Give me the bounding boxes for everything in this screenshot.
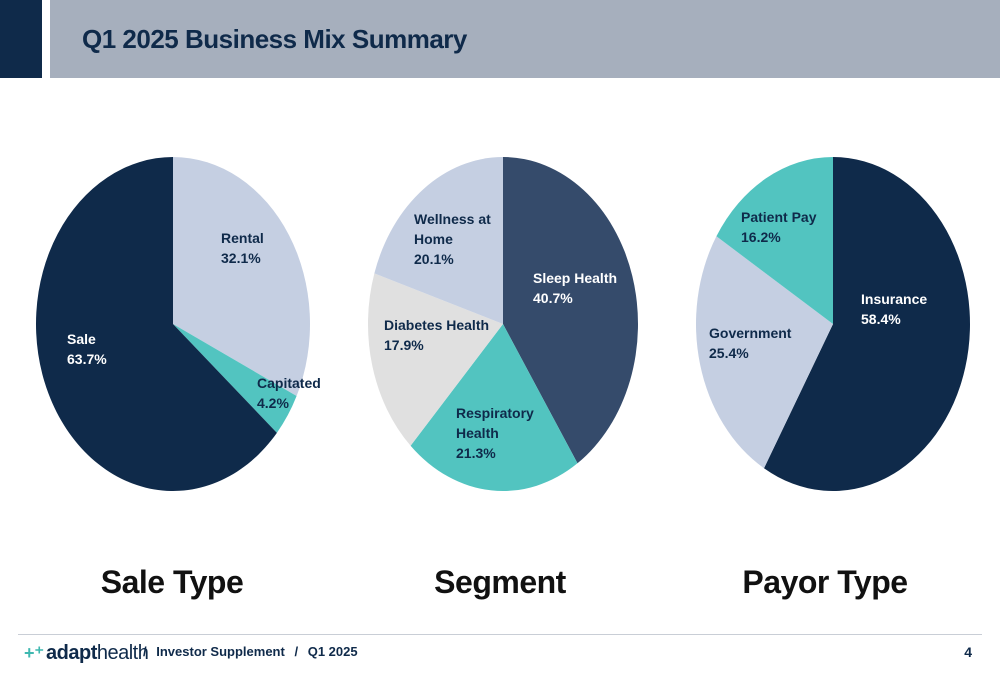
slice-label-rental: Rental 32.1%	[221, 230, 264, 266]
pie-slice-diabetes-health	[368, 273, 503, 446]
breadcrumb-separator: /	[294, 644, 299, 659]
pie-slice-respiratory-health	[410, 324, 578, 491]
slice-label-capitated: Capitated 4.2%	[257, 375, 321, 411]
company-logo: +⁺ adapt health	[24, 641, 149, 665]
slice-label-diabetes-health: Diabetes Health 17.9%	[384, 317, 489, 353]
chart-title-segment: Segment	[434, 564, 566, 600]
breadcrumb-item: Q1 2025	[307, 644, 358, 659]
page-number: 4	[964, 644, 972, 660]
pie-slice-government	[696, 236, 833, 469]
pie-slice-sale	[36, 157, 277, 492]
slice-label-sleep-health: Sleep Health 40.7%	[533, 270, 617, 306]
pie-chart-segment: Sleep Health 40.7% Respiratory Health 21.3% D…	[368, 157, 638, 491]
slice-label-patient-pay: Patient Pay 16.2%	[741, 209, 817, 245]
breadcrumb-separator: /	[143, 644, 147, 659]
breadcrumb: / Investor Supplement / Q1 2025	[143, 644, 364, 659]
logo-text-suffix: health	[96, 641, 149, 664]
slice-label-government: Government 25.4%	[709, 325, 792, 361]
pie-slice-sleep-health	[503, 157, 638, 464]
pie-chart-payor-type: Insurance 58.4% Government 25.4% Patient Pay…	[696, 157, 970, 491]
pie-slice-capitated	[173, 324, 297, 433]
logo-text-prefix: adapt	[46, 641, 97, 664]
slice-label-insurance: Insurance 58.4%	[861, 291, 927, 327]
slice-label-sale: Sale 63.7%	[67, 331, 107, 367]
title-bar: Q1 2025 Business Mix Summary	[50, 0, 1000, 78]
chart-title-payor-type: Payor Type	[742, 564, 908, 600]
pie-slice-insurance	[764, 157, 970, 491]
footer-divider	[18, 634, 982, 635]
page-title: Q1 2025 Business Mix Summary	[82, 24, 467, 54]
pie-slice-rental	[173, 157, 310, 397]
breadcrumb-item: Investor Supplement	[156, 644, 285, 659]
accent-block	[0, 0, 42, 78]
chart-title-sale-type: Sale Type	[100, 564, 244, 600]
pie-slice-wellness-at-home	[374, 157, 503, 324]
slice-label-wellness-at-home: Wellness at Home 20.1%	[414, 211, 491, 267]
pie-chart-sale-type: Rental 32.1% Capitated 4.2% Sale 63.7%	[36, 157, 321, 492]
pie-slice-patient-pay	[716, 157, 833, 324]
plus-icon: +⁺	[24, 642, 45, 663]
slice-label-respiratory-health: Respiratory Health 21.3%	[456, 405, 534, 461]
